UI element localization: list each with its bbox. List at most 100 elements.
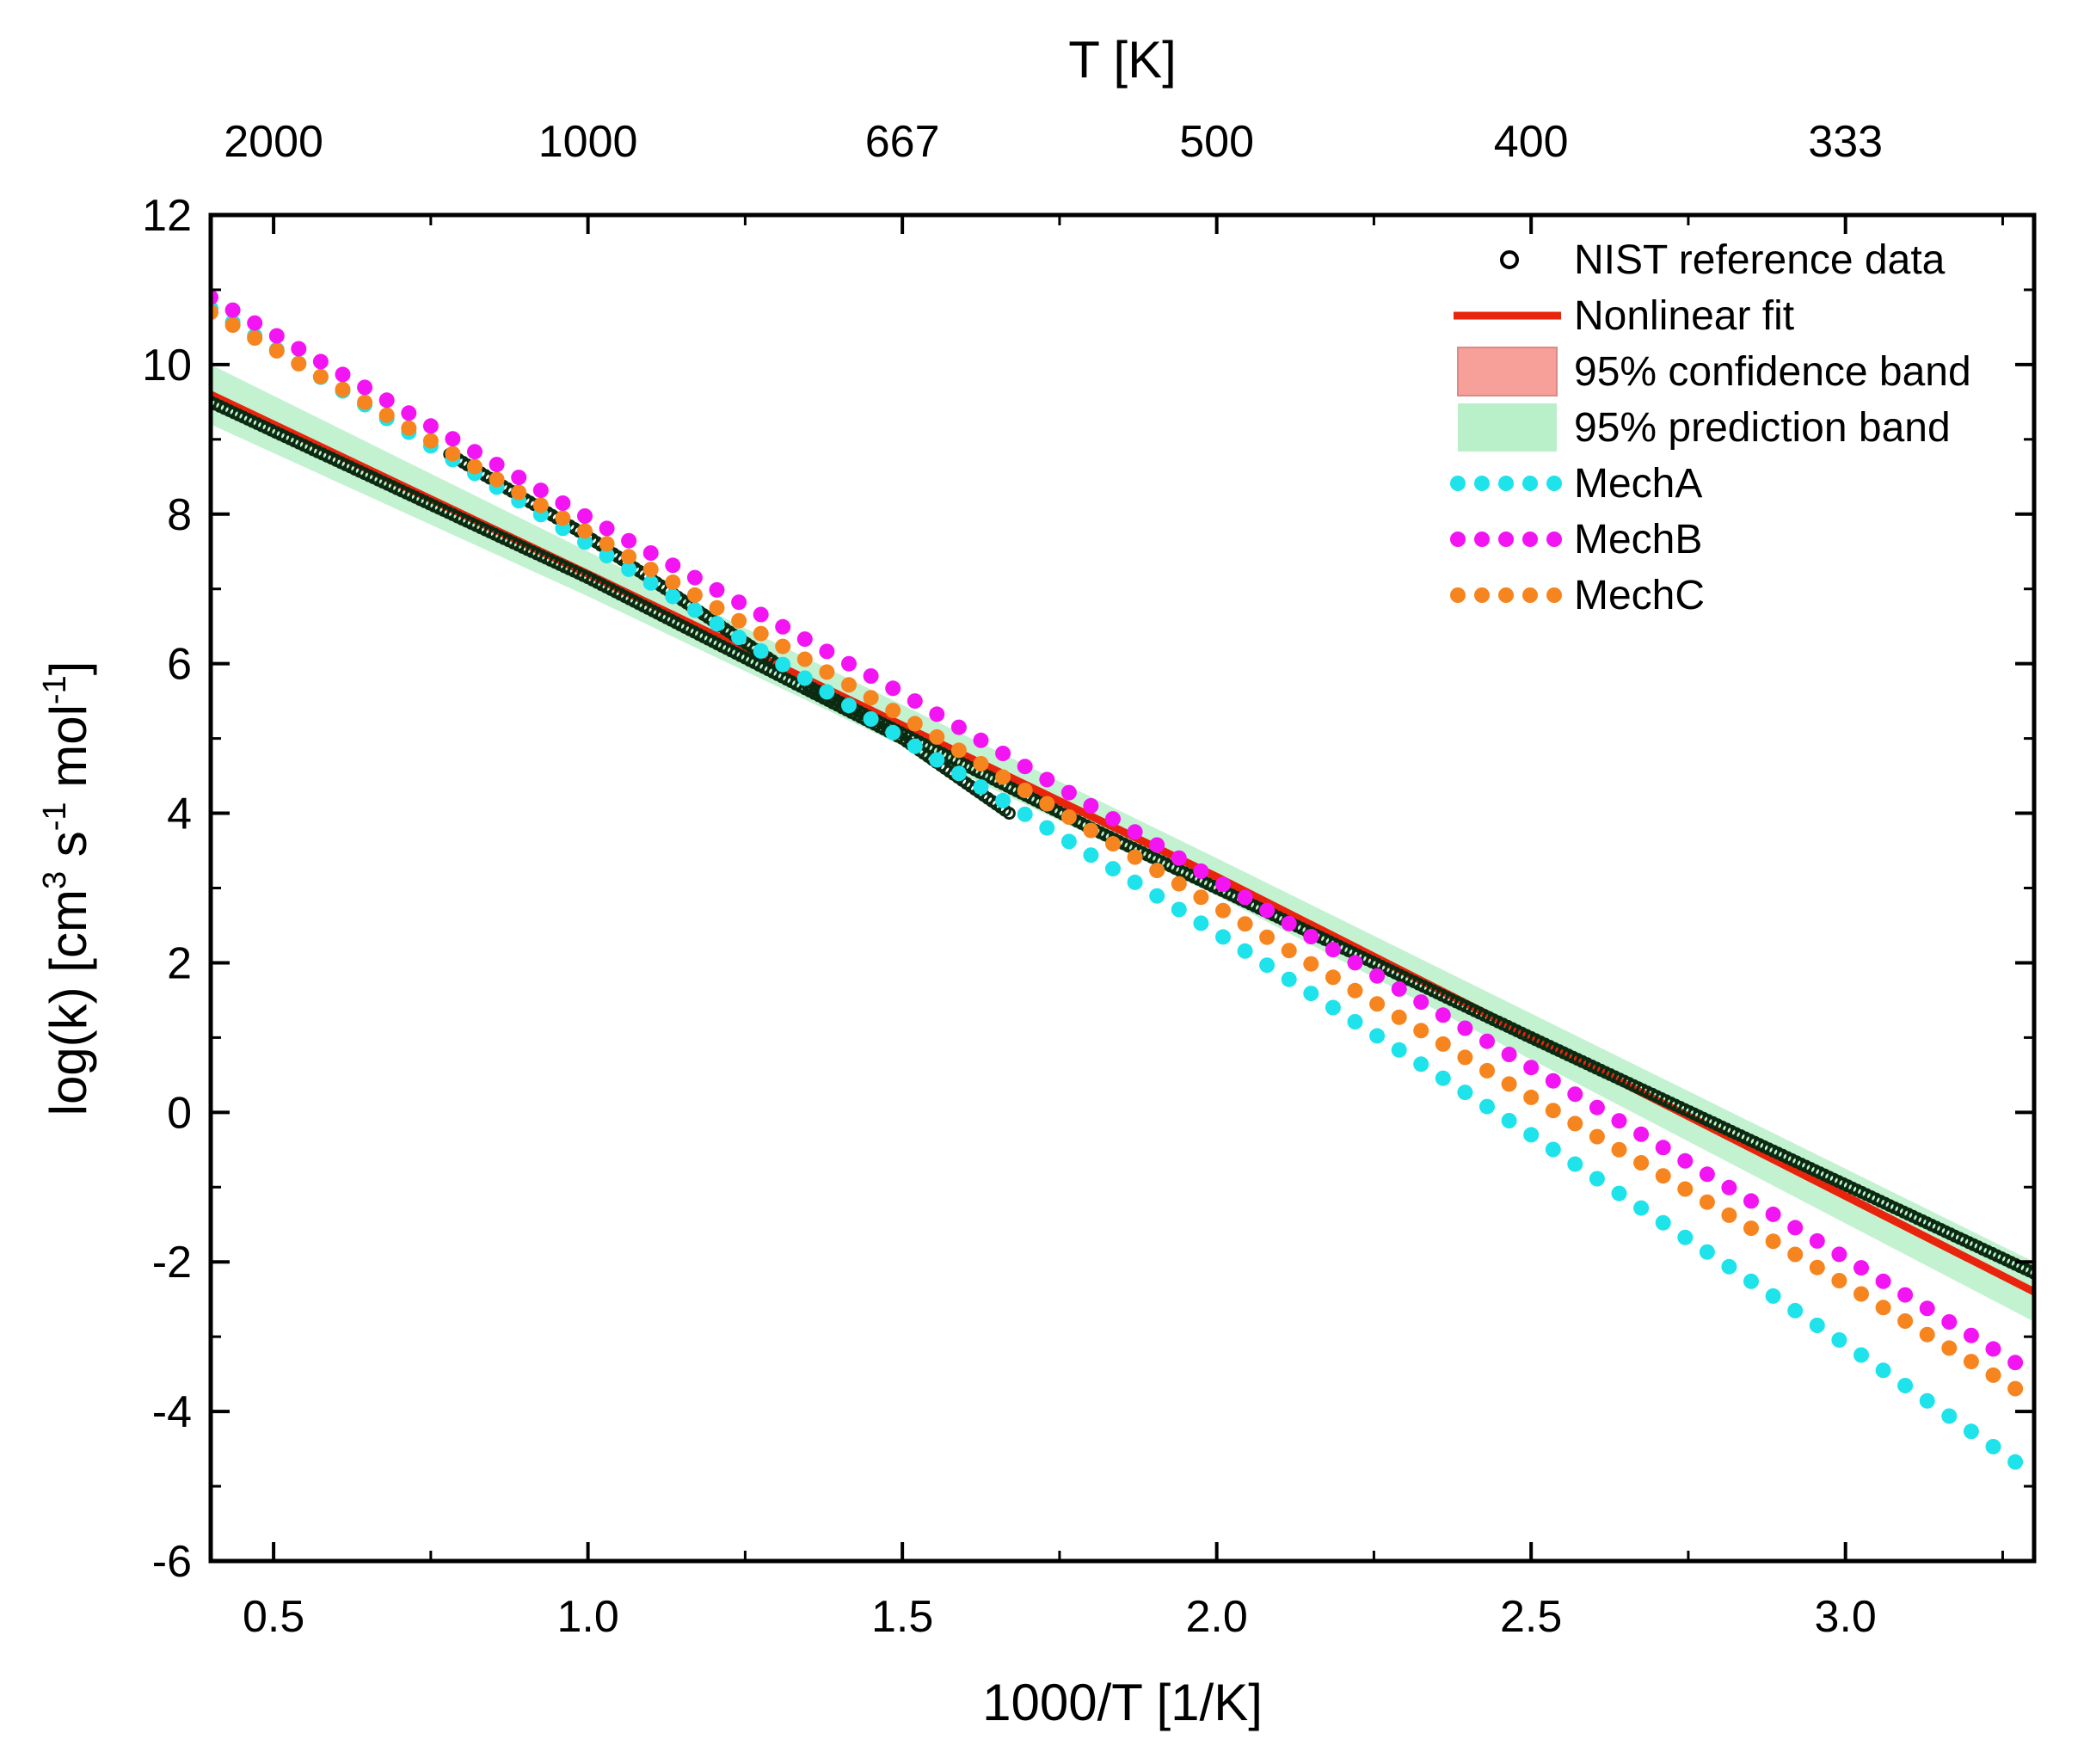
mechc-point — [1523, 1089, 1540, 1105]
mechb-point — [291, 341, 307, 357]
mechb-point — [1523, 1060, 1540, 1076]
legend-label-fit: Nonlinear fit — [1574, 293, 1794, 339]
mechb-point — [357, 379, 373, 396]
mecha-point — [1083, 847, 1099, 864]
mechb-point — [1347, 955, 1363, 971]
x-tick-label: 1.5 — [871, 1592, 933, 1642]
mechc-point — [1259, 929, 1276, 945]
mechb-point — [1963, 1327, 1979, 1343]
mechb-point — [841, 655, 857, 672]
legend-symbol-mechB — [1546, 532, 1562, 547]
mecha-point — [1853, 1347, 1869, 1363]
mecha-point — [2007, 1454, 2024, 1470]
mechB-layer — [211, 289, 2024, 1371]
legend-symbol-mechB — [1450, 532, 1466, 547]
mechb-point — [1501, 1047, 1517, 1062]
mechc-point — [796, 651, 813, 667]
mecha-point — [1413, 1056, 1429, 1073]
mechb-point — [1237, 889, 1253, 906]
mechc-point — [1413, 1023, 1429, 1039]
mechb-point — [247, 315, 263, 331]
mechb-point — [532, 482, 549, 499]
legend-label-mechC: MechC — [1574, 573, 1705, 618]
mecha-point — [1193, 915, 1209, 931]
mechb-point — [1325, 942, 1341, 958]
mechb-point — [1611, 1113, 1627, 1129]
mechb-point — [1853, 1260, 1869, 1276]
mechc-point — [775, 638, 791, 655]
mechc-point — [1743, 1220, 1759, 1237]
mechc-point — [1677, 1181, 1694, 1197]
mechc-point — [885, 703, 901, 719]
mecha-point — [1281, 971, 1297, 987]
mechb-point — [950, 719, 967, 735]
mechb-point — [577, 508, 593, 524]
x-tick-label: 1.0 — [556, 1592, 618, 1642]
nist-point — [2027, 1266, 2034, 1280]
mecha-point — [1611, 1185, 1627, 1202]
legend-label-mechB: MechB — [1574, 517, 1702, 562]
mechb-point — [709, 581, 725, 598]
mechb-point — [1039, 771, 1055, 788]
mechc-point — [1479, 1062, 1495, 1079]
mechb-point — [796, 631, 813, 648]
top-tick-label: 667 — [865, 117, 940, 167]
mechc-point — [686, 587, 703, 603]
mecha-point — [1875, 1362, 1891, 1379]
plot-area — [211, 289, 2034, 1470]
mechb-point — [885, 680, 901, 697]
mecha-point — [1523, 1127, 1540, 1143]
mechb-point — [1457, 1020, 1473, 1036]
mechc-point — [312, 368, 329, 384]
mechb-point — [1391, 980, 1407, 997]
mecha-point — [1809, 1318, 1825, 1333]
mechb-point — [1413, 994, 1429, 1011]
mechb-point — [1083, 797, 1099, 814]
y-tick-label: 12 — [142, 191, 192, 241]
y-axis-title-mid2: mol — [40, 704, 97, 802]
mechb-point — [1985, 1341, 2001, 1357]
mechc-point — [2007, 1380, 2024, 1397]
legend-label-conf: 95% confidence band — [1574, 349, 1971, 395]
mechb-point — [555, 495, 571, 511]
y-tick-label: -6 — [152, 1537, 192, 1587]
mecha-point — [1215, 929, 1231, 945]
mecha-point — [950, 765, 967, 782]
mechc-point — [907, 716, 923, 732]
mechb-point — [1060, 784, 1077, 801]
y-tick-label: 6 — [167, 640, 192, 690]
prediction-band — [211, 364, 2034, 1322]
mecha-point — [1259, 957, 1276, 974]
mechc-point — [841, 677, 857, 693]
mecha-point — [1831, 1332, 1847, 1348]
mechc-point — [268, 342, 285, 359]
mecha-point — [709, 616, 725, 632]
mechb-point — [819, 643, 835, 660]
mechb-point — [1831, 1246, 1847, 1263]
mecha-point — [577, 534, 593, 550]
nist-point — [1002, 807, 1016, 821]
mecha-point — [1963, 1423, 1979, 1440]
legend-symbol-mechB — [1498, 532, 1514, 547]
mechb-point — [1721, 1179, 1737, 1195]
axes-layer — [208, 212, 2037, 1564]
mechb-point — [1765, 1206, 1781, 1222]
mechb-point — [1633, 1126, 1650, 1142]
legend-symbol-mechB — [1474, 532, 1490, 547]
y-axis-title: log(k) [cm3 s-1 mol-1] — [37, 661, 97, 1116]
mecha-point — [1501, 1113, 1517, 1128]
mecha-point — [1347, 1014, 1363, 1030]
y-axis-title-mid1: s — [40, 831, 97, 871]
mechc-point — [995, 769, 1011, 785]
legend-symbol-mechA — [1498, 476, 1514, 491]
mechc-point — [1127, 849, 1143, 865]
y-tick-label: 8 — [167, 490, 192, 540]
mechc-point — [1281, 943, 1297, 959]
mechc-point — [1963, 1354, 1979, 1370]
mechb-point — [753, 606, 769, 623]
mechc-point — [1787, 1246, 1804, 1263]
mechc-point — [291, 355, 307, 372]
mechc-point — [1655, 1168, 1671, 1184]
legend-symbol-mechC — [1546, 587, 1562, 603]
